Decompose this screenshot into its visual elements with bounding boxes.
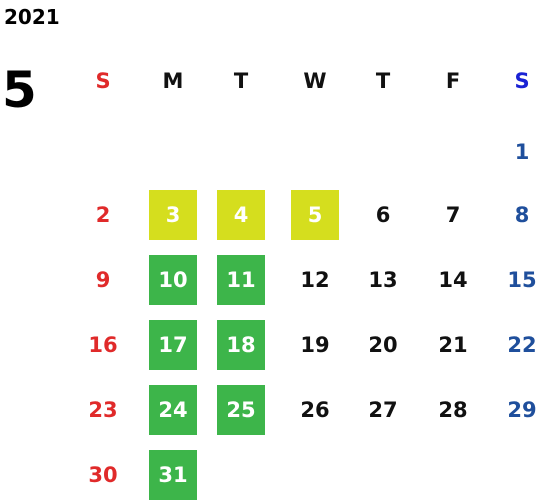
highlighted-day: 25 <box>217 385 265 435</box>
year: 2021 <box>4 5 60 29</box>
day: 13 <box>368 268 398 292</box>
day: 12 <box>300 268 330 292</box>
day: 8 <box>514 203 530 227</box>
day: 22 <box>507 333 537 357</box>
day: 2 <box>95 203 111 227</box>
highlighted-day: 3 <box>149 190 197 240</box>
day: 7 <box>445 203 461 227</box>
month: 5 <box>2 61 37 119</box>
day: 9 <box>95 268 111 292</box>
day: 26 <box>300 398 330 422</box>
day: 19 <box>300 333 330 357</box>
highlighted-day: 4 <box>217 190 265 240</box>
highlighted-day: 24 <box>149 385 197 435</box>
day: 16 <box>88 333 118 357</box>
highlighted-day: 17 <box>149 320 197 370</box>
day: 29 <box>507 398 537 422</box>
highlighted-day: 18 <box>217 320 265 370</box>
day: 14 <box>438 268 468 292</box>
weekday-header: S <box>514 69 530 93</box>
day: 6 <box>375 203 391 227</box>
highlighted-day: 11 <box>217 255 265 305</box>
weekday-header: S <box>95 69 111 93</box>
weekday-header: M <box>162 69 184 93</box>
day: 1 <box>514 140 530 164</box>
day: 23 <box>88 398 118 422</box>
day: 15 <box>507 268 537 292</box>
highlighted-day: 10 <box>149 255 197 305</box>
day: 30 <box>88 463 118 487</box>
day: 27 <box>368 398 398 422</box>
weekday-header: W <box>303 69 327 93</box>
highlighted-day: 5 <box>291 190 339 240</box>
weekday-header: T <box>233 69 249 93</box>
day: 20 <box>368 333 398 357</box>
highlighted-day: 31 <box>149 450 197 500</box>
weekday-header: T <box>375 69 391 93</box>
weekday-header: F <box>445 69 461 93</box>
day: 21 <box>438 333 468 357</box>
day: 28 <box>438 398 468 422</box>
